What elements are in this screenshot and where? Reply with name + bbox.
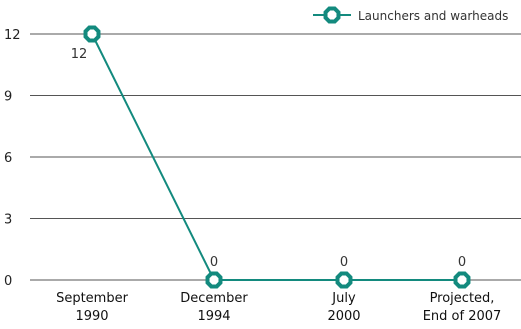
data-label: 0 <box>340 255 348 270</box>
series-launchers-and-warheads: 12 0 0 0 <box>71 25 471 289</box>
data-point-marker <box>335 271 353 289</box>
legend: Launchers and warheads <box>313 6 508 24</box>
data-point-marker <box>205 271 223 289</box>
x-category-label: 1990 <box>75 309 108 324</box>
legend-swatch-marker <box>323 6 341 24</box>
y-tick-label: 0 <box>4 274 12 289</box>
data-label: 0 <box>458 255 466 270</box>
data-label: 0 <box>210 255 218 270</box>
x-category-label: Projected, <box>430 291 495 306</box>
data-point-marker <box>453 271 471 289</box>
x-category-label: December <box>180 291 248 306</box>
x-category-label: 1994 <box>197 309 230 324</box>
y-tick-label: 3 <box>4 213 12 228</box>
y-axis-tick-labels: 0 3 6 9 12 <box>4 28 21 289</box>
y-tick-label: 6 <box>4 151 12 166</box>
y-tick-label: 12 <box>4 28 21 43</box>
data-point-marker <box>83 25 101 43</box>
y-tick-label: 9 <box>4 90 12 105</box>
data-label: 12 <box>71 47 88 62</box>
x-category-label: September <box>56 291 129 306</box>
x-category-label: July <box>331 291 356 306</box>
gridlines <box>30 33 521 281</box>
x-category-label: End of 2007 <box>423 309 502 324</box>
legend-label: Launchers and warheads <box>358 9 508 23</box>
series-line <box>91 33 462 281</box>
x-axis-category-labels: September 1990 December 1994 July 2000 Project… <box>56 291 501 324</box>
x-category-label: 2000 <box>327 309 360 324</box>
